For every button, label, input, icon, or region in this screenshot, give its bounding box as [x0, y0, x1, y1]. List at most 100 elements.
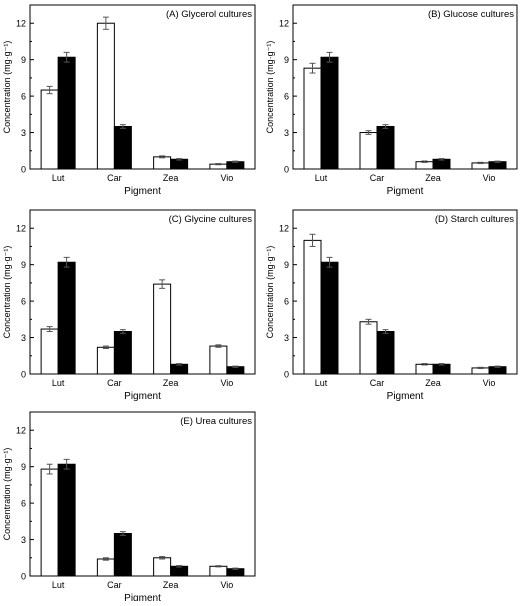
x-tick-label: Car: [370, 173, 385, 183]
y-tick-label: 9: [284, 55, 289, 65]
open-bar-lut: [303, 67, 322, 170]
y-tick-label: 3: [21, 128, 26, 138]
filled-bar-lut: [57, 463, 76, 577]
x-tick-label: Car: [107, 173, 122, 183]
x-tick-label: Vio: [483, 378, 496, 388]
y-tick-label: 6: [21, 499, 26, 509]
y-tick-label: 6: [21, 92, 26, 102]
open-bar-lut: [40, 89, 59, 170]
x-tick-label: Zea: [163, 580, 179, 590]
panel-title: (B) Glucose cultures: [428, 9, 514, 20]
y-tick-label: 9: [21, 55, 26, 65]
x-axis-label: Pigment: [387, 186, 424, 197]
x-axis-label: Pigment: [124, 391, 161, 402]
y-axis-label: Concentration (mg·g⁻¹): [265, 41, 275, 134]
panel-title: (D) Starch cultures: [435, 214, 514, 225]
filled-bar-car: [113, 532, 132, 577]
chart-panel-c: 0 3 6 9 12 Lut Car Zea Vio (C) Glycine cultures Pi…: [2, 209, 256, 402]
open-bar-zea: [415, 363, 434, 375]
open-bar-lut: [40, 328, 59, 375]
filled-bar-zea: [432, 158, 451, 170]
filled-bar-lut: [320, 261, 339, 375]
chart-panel-d: 0 3 6 9 12 Lut Car Zea Vio (D) Starch cultures Pig…: [265, 209, 518, 402]
x-axis-label: Pigment: [387, 391, 424, 402]
y-tick-label: 0: [21, 370, 26, 380]
open-bar-zea: [153, 156, 172, 170]
filled-bar-zea: [170, 565, 189, 577]
plot-frame: [292, 209, 518, 375]
x-axis-label: Pigment: [124, 186, 161, 197]
open-bar-car: [359, 132, 378, 170]
panel-title: (A) Glycerol cultures: [166, 9, 252, 20]
y-tick-label: 9: [21, 462, 26, 472]
plot-frame: [292, 4, 518, 170]
x-tick-label: Zea: [163, 378, 179, 388]
y-tick-label: 3: [284, 333, 289, 343]
plot-frame: [29, 4, 256, 170]
y-tick-label: 6: [284, 92, 289, 102]
y-tick-label: 12: [16, 224, 26, 234]
y-tick-label: 9: [21, 260, 26, 270]
y-tick-label: 0: [21, 572, 26, 582]
y-tick-label: 12: [279, 224, 289, 234]
x-tick-label: Lut: [52, 378, 65, 388]
x-tick-label: Lut: [52, 173, 65, 183]
filled-bar-zea: [170, 363, 189, 375]
y-tick-label: 0: [284, 165, 289, 175]
y-tick-label: 9: [284, 260, 289, 270]
plot-frame: [29, 411, 256, 577]
x-tick-label: Lut: [315, 173, 328, 183]
chart-panel-b: 0 3 6 9 12 Lut Car Zea Vio (B) Glucose cultures Pi…: [265, 4, 518, 197]
y-tick-label: 12: [16, 426, 26, 436]
x-tick-label: Lut: [52, 580, 65, 590]
y-axis-label: Concentration (mg·g⁻¹): [2, 41, 12, 134]
open-bar-car: [359, 321, 378, 375]
panel-title: (E) Urea cultures: [180, 416, 252, 427]
filled-bar-car: [376, 125, 395, 170]
x-tick-label: Vio: [483, 173, 496, 183]
y-tick-label: 6: [21, 297, 26, 307]
open-bar-zea: [153, 283, 172, 375]
x-tick-label: Lut: [315, 378, 328, 388]
y-axis-label: Concentration (mg·g⁻¹): [265, 246, 275, 339]
open-bar-car: [96, 346, 115, 375]
x-tick-label: Car: [107, 378, 122, 388]
open-bar-lut: [303, 239, 322, 375]
panel-title: (C) Glycine cultures: [169, 214, 253, 225]
y-tick-label: 12: [16, 19, 26, 29]
filled-bar-zea: [170, 158, 189, 170]
filled-bar-lut: [320, 56, 339, 170]
x-tick-label: Vio: [220, 378, 233, 388]
plot-frame: [29, 209, 256, 375]
filled-bar-lut: [57, 261, 76, 375]
filled-bar-car: [376, 330, 395, 375]
y-axis-label: Concentration (mg·g⁻¹): [2, 448, 12, 541]
open-bar-car: [96, 22, 115, 170]
open-bar-car: [96, 558, 115, 577]
y-tick-label: 3: [284, 128, 289, 138]
filled-bar-zea: [432, 363, 451, 375]
chart-panel-a: 0 3 6 9 12 Lut Car Zea Vio (A) Glycerol cultures P…: [2, 4, 256, 197]
y-axis-label: Concentration (mg·g⁻¹): [2, 246, 12, 339]
x-axis-label: Pigment: [124, 593, 161, 601]
open-bar-vio: [209, 345, 228, 375]
y-tick-label: 3: [21, 535, 26, 545]
x-tick-label: Zea: [163, 173, 179, 183]
y-tick-label: 12: [279, 19, 289, 29]
filled-bar-car: [113, 330, 132, 375]
x-tick-label: Zea: [425, 173, 441, 183]
x-tick-label: Vio: [220, 580, 233, 590]
chart-panel-e: 0 3 6 9 12 Lut Car Zea Vio (E) Urea cultures Pigme…: [2, 411, 256, 604]
x-tick-label: Zea: [425, 378, 441, 388]
filled-bar-car: [113, 125, 132, 170]
y-tick-label: 6: [284, 297, 289, 307]
y-tick-label: 3: [21, 333, 26, 343]
y-tick-label: 0: [284, 370, 289, 380]
open-bar-zea: [153, 557, 172, 577]
x-tick-label: Car: [370, 378, 385, 388]
open-bar-vio: [209, 565, 228, 577]
filled-bar-lut: [57, 56, 76, 170]
x-tick-label: Car: [107, 580, 122, 590]
